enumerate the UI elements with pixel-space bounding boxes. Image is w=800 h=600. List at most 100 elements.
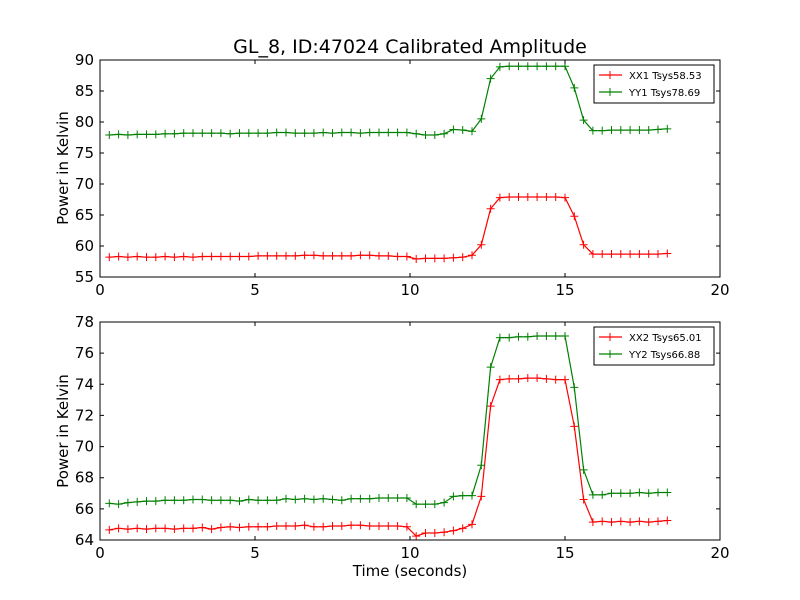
- data-point: [458, 491, 467, 500]
- data-point: [198, 129, 207, 138]
- data-point: [644, 489, 653, 498]
- data-point: [635, 517, 644, 526]
- data-point: [542, 193, 551, 202]
- data-point: [430, 528, 439, 537]
- data-point: [644, 518, 653, 527]
- data-point: [505, 62, 514, 71]
- legend-label: XX1 Tsys58.53: [629, 71, 702, 82]
- data-point: [216, 129, 225, 138]
- data-point: [607, 126, 616, 135]
- data-point: [337, 496, 346, 505]
- data-point: [179, 496, 188, 505]
- chart-title: GL_8, ID:47024 Calibrated Amplitude: [233, 36, 587, 58]
- x-tick-label: 0: [95, 281, 105, 299]
- data-point: [114, 524, 123, 533]
- data-point: [123, 525, 132, 534]
- y-tick-label: 74: [75, 375, 94, 393]
- data-point: [421, 131, 430, 140]
- data-point: [123, 498, 132, 507]
- data-point: [282, 521, 290, 530]
- data-point: [133, 252, 142, 261]
- data-point: [198, 523, 207, 532]
- data-point: [402, 493, 411, 502]
- data-point: [486, 402, 495, 411]
- data-point: [123, 131, 132, 140]
- data-point: [198, 252, 207, 261]
- data-point: [161, 252, 170, 261]
- data-point: [514, 374, 523, 383]
- data-point: [505, 374, 514, 383]
- data-point: [254, 251, 263, 260]
- x-tick-label: 10: [400, 544, 419, 562]
- data-point: [328, 251, 337, 260]
- data-point: [170, 129, 179, 138]
- data-point: [663, 516, 672, 525]
- x-tick-label: 20: [710, 544, 729, 562]
- data-point: [226, 252, 235, 261]
- y-tick-label: 70: [75, 175, 94, 193]
- data-point: [440, 129, 449, 138]
- data-point: [170, 253, 179, 262]
- data-point: [328, 129, 337, 138]
- data-point: [282, 128, 290, 137]
- data-point: [142, 525, 151, 534]
- data-point: [533, 332, 542, 341]
- data-point: [458, 126, 467, 135]
- legend-box: [593, 326, 715, 366]
- data-point: [505, 333, 514, 342]
- data-point: [412, 532, 421, 541]
- data-point: [309, 251, 318, 260]
- data-point: [105, 499, 114, 508]
- data-point: [477, 461, 486, 470]
- data-point: [514, 62, 523, 71]
- data-point: [347, 521, 356, 530]
- data-point: [430, 500, 439, 509]
- data-point: [561, 375, 569, 384]
- data-point: [142, 130, 151, 139]
- data-point: [151, 497, 160, 506]
- data-point: [449, 253, 458, 262]
- legend-box: [593, 64, 715, 104]
- y-tick-label: 76: [75, 344, 94, 362]
- data-point: [319, 251, 328, 260]
- data-point: [272, 521, 281, 530]
- data-point: [282, 494, 290, 503]
- data-point: [579, 240, 588, 249]
- data-point: [477, 240, 486, 249]
- data-point: [626, 126, 635, 135]
- legend-marker: [606, 71, 614, 79]
- data-point: [440, 528, 449, 537]
- x-tick-label: 20: [710, 281, 729, 299]
- data-point: [663, 488, 672, 497]
- y-tick-label: 78: [75, 313, 94, 331]
- data-point: [430, 254, 439, 263]
- data-point: [533, 193, 542, 202]
- y-tick-label: 66: [75, 500, 94, 518]
- data-point: [393, 521, 402, 530]
- data-point: [328, 521, 337, 530]
- data-point: [291, 129, 300, 138]
- data-point: [533, 374, 542, 383]
- data-point: [654, 488, 662, 497]
- data-point: [588, 490, 597, 499]
- data-point: [570, 383, 579, 392]
- data-point: [151, 253, 160, 262]
- data-point: [523, 374, 532, 383]
- data-point: [468, 520, 476, 529]
- data-point: [133, 497, 142, 506]
- data-point: [579, 495, 588, 504]
- data-point: [309, 129, 318, 138]
- data-point: [263, 129, 272, 138]
- legend-label: YY2 Tsys66.88: [628, 350, 700, 361]
- y-tick-label: 55: [75, 268, 94, 286]
- data-point: [309, 522, 318, 531]
- data-point: [375, 128, 383, 137]
- data-point: [468, 491, 476, 500]
- data-point: [626, 518, 635, 527]
- data-point: [551, 375, 560, 384]
- data-point: [607, 250, 616, 259]
- data-point: [402, 522, 411, 531]
- data-point: [356, 251, 365, 260]
- data-point: [421, 500, 430, 509]
